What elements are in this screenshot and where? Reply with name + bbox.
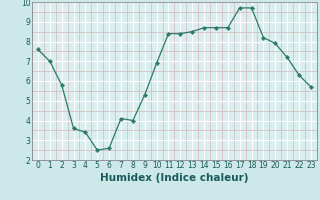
- X-axis label: Humidex (Indice chaleur): Humidex (Indice chaleur): [100, 173, 249, 183]
